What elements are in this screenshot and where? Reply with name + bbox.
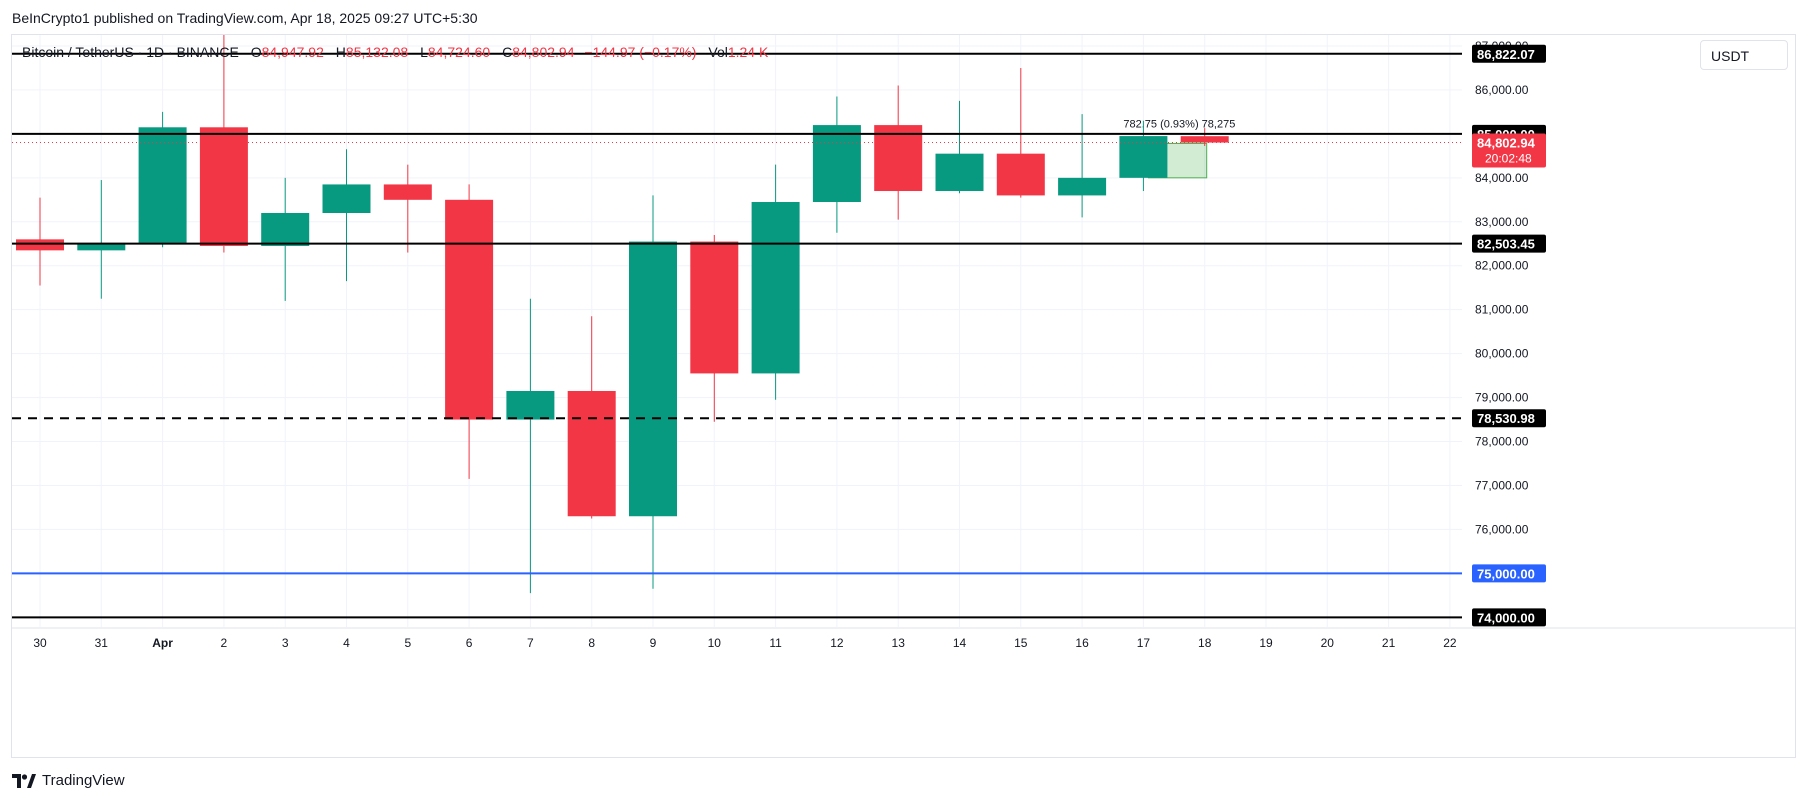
published-by: BeInCrypto1 published on TradingView.com… — [12, 10, 478, 26]
x-tick-label: 16 — [1075, 636, 1089, 650]
x-tick-label: 20 — [1321, 636, 1335, 650]
candle-body[interactable] — [16, 239, 64, 251]
x-tick-label: 21 — [1382, 636, 1396, 650]
vol-value: 1.24 K — [727, 44, 769, 60]
close-value: 84,802.94 — [512, 44, 575, 60]
high-value: 85,132.08 — [345, 44, 409, 60]
level-price-label: 75,000.00 — [1477, 566, 1535, 581]
x-tick-label: 9 — [650, 636, 657, 650]
x-tick-label: 12 — [830, 636, 844, 650]
tradingview-brand[interactable]: TradingView — [12, 772, 125, 789]
candle-body[interactable] — [996, 153, 1045, 196]
candle-body[interactable] — [751, 202, 800, 374]
x-tick-label: 7 — [527, 636, 534, 650]
x-tick-label: 30 — [33, 636, 47, 650]
current-price-label: 84,802.94 — [1477, 136, 1536, 151]
x-tick-label: 15 — [1014, 636, 1028, 650]
tradingview-logo-icon — [12, 773, 36, 788]
y-tick-label: 86,000.00 — [1475, 83, 1529, 97]
measure-label: 782.75 (0.93%) 78,275 — [1123, 118, 1235, 130]
close-label: C — [502, 44, 513, 60]
low-label: L — [420, 44, 428, 60]
x-tick-label: 18 — [1198, 636, 1212, 650]
candle-body[interactable] — [322, 184, 371, 213]
y-tick-label: 81,000.00 — [1475, 303, 1529, 317]
level-price-tag — [1472, 44, 1546, 63]
level-price-tag — [1472, 234, 1546, 253]
y-tick-label: 79,000.00 — [1475, 391, 1529, 405]
y-tick-label: 76,000.00 — [1475, 522, 1529, 536]
high-label: H — [335, 44, 346, 60]
level-price-label: 82,503.45 — [1477, 237, 1535, 252]
countdown-label: 20:02:48 — [1485, 152, 1532, 166]
x-tick-label: 31 — [95, 636, 109, 650]
x-tick-label: 5 — [404, 636, 411, 650]
candle-body[interactable] — [812, 125, 861, 203]
x-tick-label: 17 — [1137, 636, 1151, 650]
change-value: −144.97 (−0.17%) — [584, 44, 697, 60]
ohlc-legend: Bitcoin / TetherUS · 1D · BINANCE O84,94… — [22, 44, 768, 60]
candle-body[interactable] — [138, 127, 187, 243]
currency-button[interactable]: USDT — [1700, 40, 1788, 70]
x-tick-label: 13 — [892, 636, 906, 650]
brand-name: TradingView — [42, 772, 125, 789]
candle-body[interactable] — [567, 390, 616, 517]
x-tick-label: 10 — [708, 636, 722, 650]
x-tick-label: 22 — [1443, 636, 1457, 650]
candle-body[interactable] — [383, 184, 432, 200]
x-tick-label: 6 — [466, 636, 473, 650]
x-tick-label: 14 — [953, 636, 967, 650]
candlestick-chart[interactable]: 74,000.00 75,000.00 76,000.00 77,000.00 78,0… — [12, 35, 1795, 757]
level-price-label: 74,000.00 — [1477, 610, 1535, 625]
level-price-tag — [1472, 564, 1546, 583]
candle-body[interactable] — [1058, 177, 1107, 196]
candle-body[interactable] — [77, 242, 126, 251]
level-price-label: 78,530.98 — [1477, 411, 1535, 426]
x-tick-label: 4 — [343, 636, 350, 650]
candle-body[interactable] — [935, 153, 984, 192]
y-tick-label: 82,000.00 — [1475, 259, 1529, 273]
x-tick-label: 19 — [1259, 636, 1273, 650]
y-tick-label: 80,000.00 — [1475, 347, 1529, 361]
current-price-tag — [1472, 133, 1546, 168]
y-tick-label: 78,000.00 — [1475, 435, 1529, 449]
symbol-label[interactable]: Bitcoin / TetherUS · 1D · BINANCE — [22, 44, 239, 60]
candle-body[interactable] — [690, 241, 739, 374]
level-price-tag — [1472, 608, 1546, 627]
candle-body[interactable] — [874, 125, 923, 192]
candle-body[interactable] — [445, 199, 494, 420]
level-price-tag — [1472, 409, 1546, 428]
candle-body[interactable] — [1180, 136, 1229, 143]
chart-frame: 74,000.00 75,000.00 76,000.00 77,000.00 78,0… — [11, 34, 1796, 758]
candle-body[interactable] — [629, 241, 677, 517]
y-tick-label: 83,000.00 — [1475, 215, 1529, 229]
vol-label: Vol — [708, 44, 728, 60]
x-tick-label: Apr — [152, 636, 173, 650]
y-tick-label: 84,000.00 — [1475, 171, 1529, 185]
x-tick-label: 2 — [221, 636, 228, 650]
candle-body[interactable] — [261, 212, 310, 246]
open-label: O — [250, 44, 262, 60]
level-price-label: 86,822.07 — [1477, 47, 1535, 62]
x-tick-label: 8 — [588, 636, 595, 650]
y-tick-label: 77,000.00 — [1475, 478, 1529, 492]
low-value: 84,724.60 — [427, 44, 491, 60]
candle-body[interactable] — [1119, 136, 1168, 178]
candle-body[interactable] — [199, 127, 248, 246]
candle-body[interactable] — [506, 390, 555, 420]
open-value: 84,947.92 — [261, 44, 324, 60]
x-tick-label: 11 — [769, 636, 782, 650]
x-tick-label: 3 — [282, 636, 289, 650]
